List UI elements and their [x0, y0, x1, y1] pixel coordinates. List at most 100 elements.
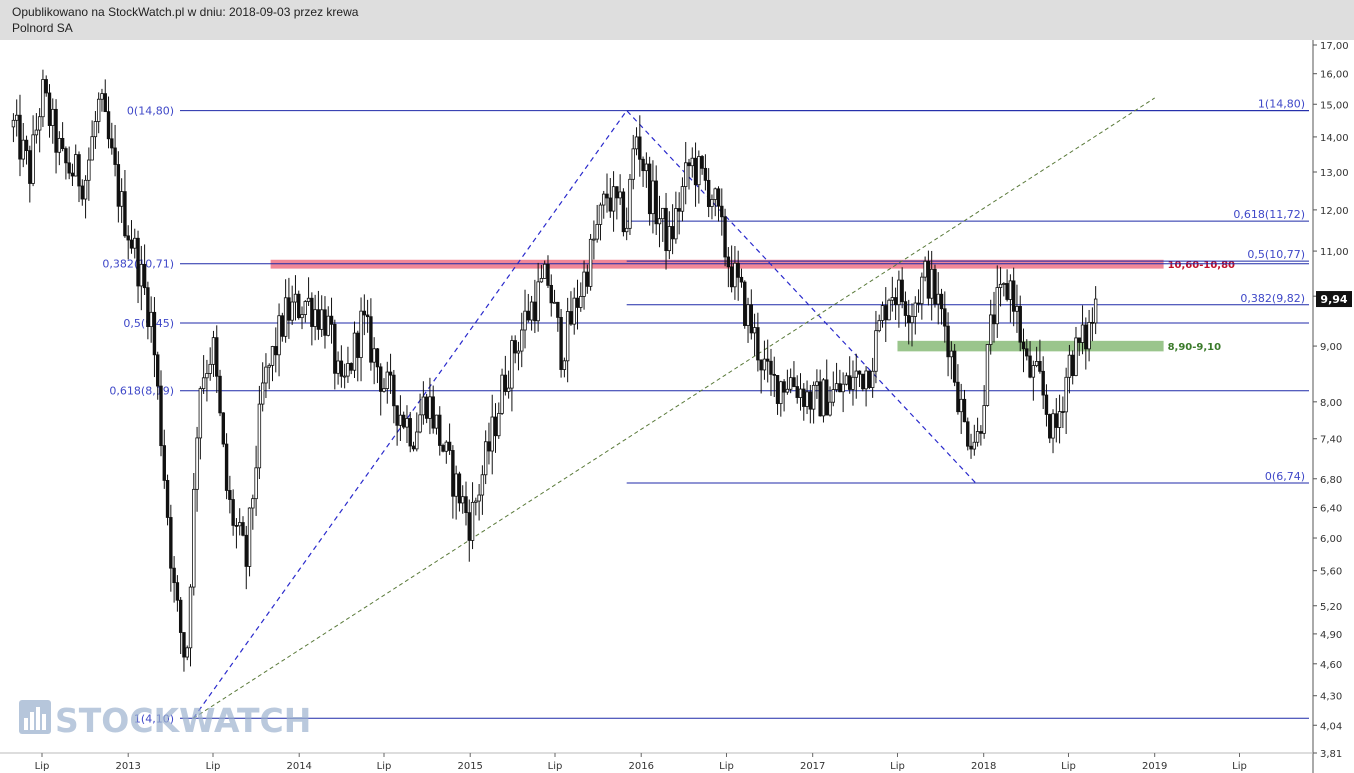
candle: [1031, 360, 1036, 401]
candle-body-up: [588, 238, 593, 287]
candle-body-up: [690, 157, 694, 167]
candle: [513, 335, 517, 364]
candle: [64, 146, 68, 180]
candle-body-up: [418, 414, 422, 433]
candle: [244, 525, 248, 590]
candle: [697, 150, 701, 204]
candle: [1015, 284, 1019, 333]
candle: [123, 170, 127, 238]
candle: [821, 378, 826, 423]
candle: [552, 289, 557, 304]
candle: [966, 417, 970, 451]
candle-body-up: [929, 268, 934, 299]
candle: [60, 122, 65, 152]
time-tick-label: Lip: [377, 761, 392, 772]
candle: [510, 335, 514, 412]
candle-body-down: [310, 297, 314, 327]
candle-body-down: [952, 350, 957, 383]
candle: [198, 386, 203, 460]
candle-body-up: [385, 371, 389, 389]
candle: [611, 171, 616, 232]
candle-body-up: [421, 396, 426, 416]
price-tick-label: 6,00: [1320, 534, 1342, 545]
candle-body-up: [552, 301, 557, 304]
candle: [733, 246, 737, 300]
candle: [457, 471, 462, 512]
candle: [175, 575, 180, 612]
candle: [270, 345, 275, 382]
price-tick-label: 3,81: [1320, 749, 1342, 760]
time-tick-label: 2013: [115, 761, 140, 772]
candle-body-down: [946, 325, 950, 358]
candle: [802, 383, 806, 421]
candle-body-down: [64, 148, 68, 164]
candle: [254, 445, 258, 516]
zigzag-line: [192, 109, 977, 719]
candle-body-up: [874, 330, 878, 372]
price-tick-label: 16,00: [1320, 70, 1349, 81]
candle-body-up: [788, 377, 793, 390]
price-tick-label: 4,90: [1320, 630, 1342, 641]
candle-body-down: [244, 534, 248, 567]
candle: [726, 247, 731, 288]
candle: [903, 291, 908, 327]
candle: [339, 345, 344, 388]
candle: [788, 368, 793, 394]
candle: [136, 230, 140, 304]
candle: [847, 356, 852, 394]
candle-body-down: [392, 374, 396, 407]
candle: [605, 173, 609, 213]
candle: [913, 296, 917, 335]
candle: [185, 645, 189, 661]
candle: [28, 145, 32, 203]
candle: [844, 372, 849, 386]
candle: [857, 370, 862, 388]
candle-body-down: [129, 239, 134, 249]
candle: [795, 375, 799, 404]
candle-body-up: [415, 431, 419, 450]
candle-body-up: [989, 314, 993, 345]
candle-body-down: [956, 381, 960, 413]
candle: [500, 368, 504, 416]
fib-label-left: 1(4,10): [134, 712, 174, 725]
candle: [982, 385, 986, 439]
candle: [352, 321, 357, 379]
candle-body-down: [80, 185, 84, 200]
candle-body-down: [1071, 354, 1075, 377]
candle: [110, 122, 114, 155]
price-tick-label: 17,00: [1320, 41, 1349, 52]
candle: [487, 422, 491, 465]
candle-body-down: [103, 93, 107, 113]
candle: [434, 414, 439, 435]
candle-body-down: [18, 114, 22, 160]
candle-body-up: [674, 208, 678, 240]
candle: [470, 482, 475, 550]
candle: [975, 417, 980, 447]
candle-body-up: [592, 238, 596, 241]
candle-body-down: [585, 271, 590, 287]
candle-body-up: [710, 199, 714, 207]
candle: [884, 287, 888, 342]
candle: [129, 220, 134, 254]
candle: [680, 177, 685, 222]
candle-body-up: [844, 375, 849, 385]
candle: [654, 165, 658, 235]
candle-body-up: [733, 262, 737, 288]
candle-body-up: [87, 159, 91, 181]
candle-body-down: [647, 163, 652, 215]
candle-body-down: [1084, 324, 1088, 350]
candle-body-up: [572, 297, 576, 325]
candle-body-down: [431, 396, 435, 429]
candle-body-up: [821, 379, 826, 417]
candle: [752, 313, 757, 356]
candle-body-down: [274, 346, 278, 356]
candle: [379, 363, 383, 416]
candle-body-down: [884, 305, 888, 321]
candle-body-up: [428, 396, 432, 419]
candle-body-up: [51, 108, 55, 126]
candle: [267, 363, 271, 390]
candle-body-up: [198, 388, 203, 439]
candle: [1074, 326, 1078, 377]
time-tick-label: Lip: [206, 761, 221, 772]
candle: [346, 346, 350, 383]
